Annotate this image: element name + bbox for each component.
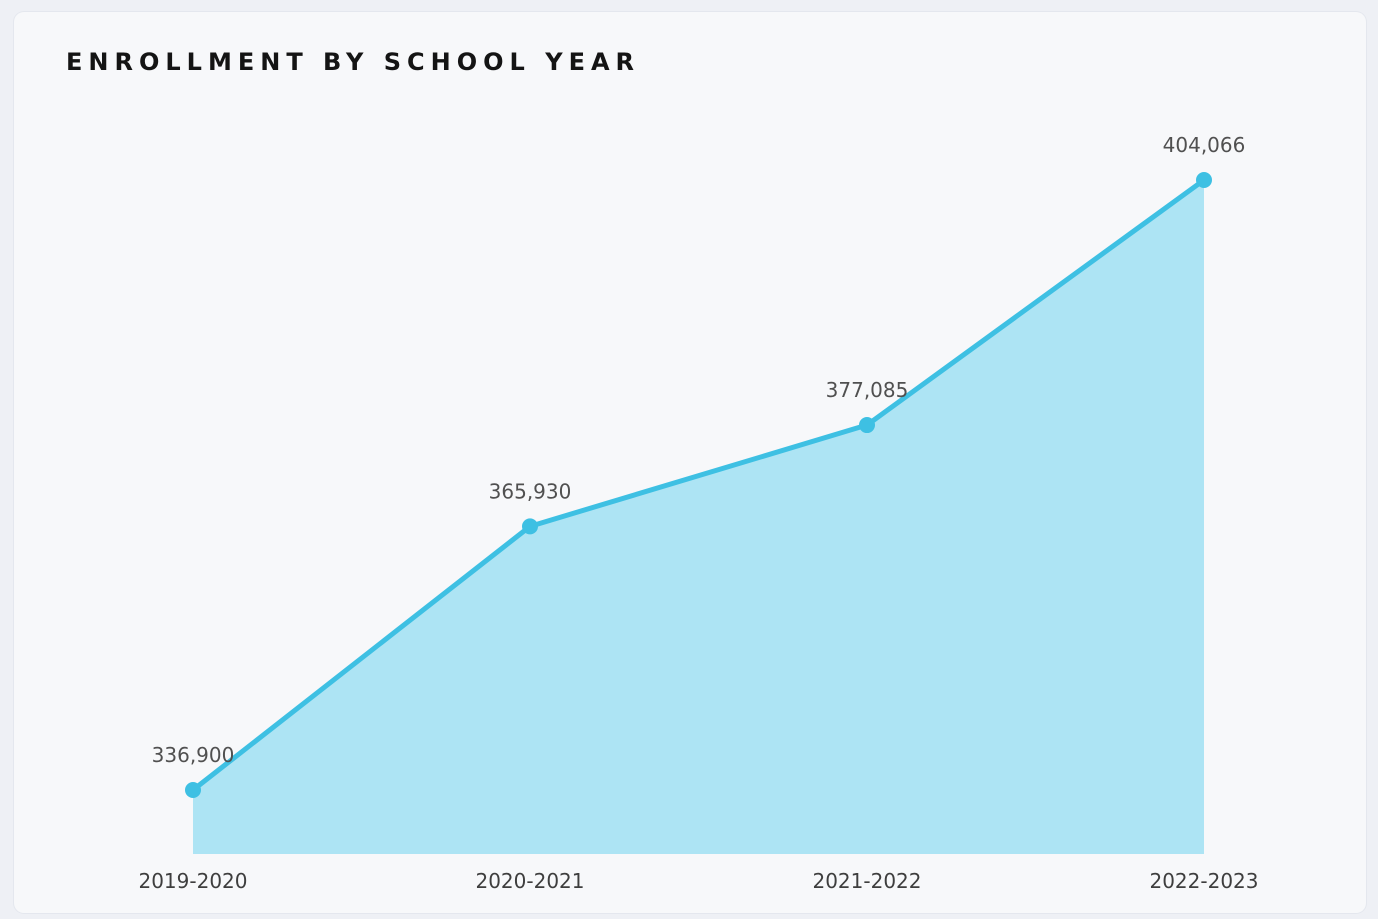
x-tick-label: 2021-2022 [812,869,921,893]
x-tick-label: 2022-2023 [1149,869,1258,893]
data-label: 336,900 [152,743,235,767]
data-label: 377,085 [826,378,909,402]
x-tick-label: 2019-2020 [138,869,247,893]
data-point [522,518,538,535]
data-label: 365,930 [489,479,572,503]
data-point [1196,172,1212,188]
x-tick-label: 2020-2021 [475,869,584,893]
data-point [185,782,201,798]
chart-title: ENROLLMENT BY SCHOOL YEAR [66,48,641,76]
area-fill [193,180,1204,854]
data-label: 404,066 [1163,133,1246,157]
series-line [190,177,1207,793]
data-point [859,417,875,434]
